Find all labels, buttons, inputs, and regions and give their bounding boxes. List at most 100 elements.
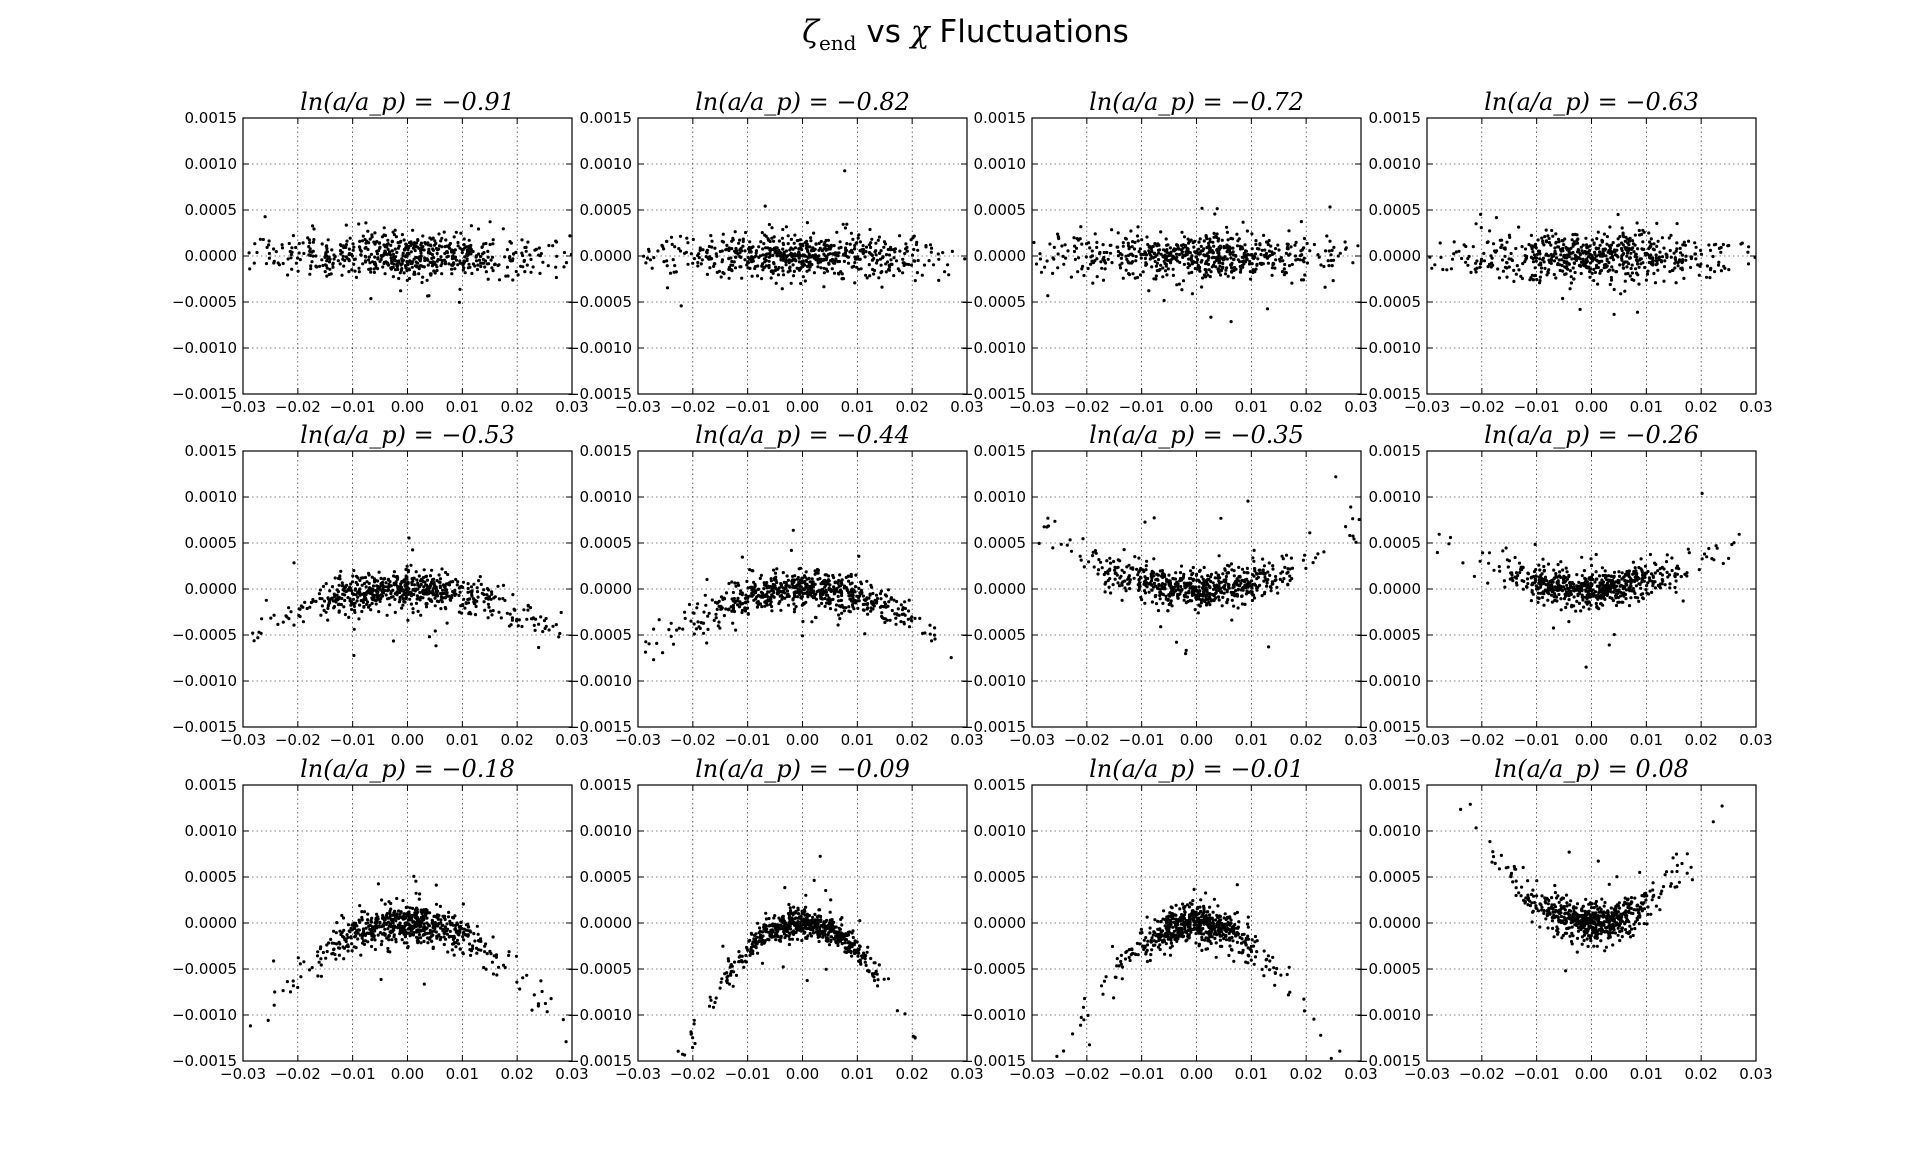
data-point [772, 239, 776, 243]
data-point [840, 578, 844, 582]
data-point [352, 245, 356, 249]
data-point [440, 596, 444, 600]
data-point [903, 606, 908, 611]
data-point [1642, 230, 1646, 234]
data-point [1189, 238, 1193, 242]
data-point [1137, 570, 1141, 574]
data-point [1159, 230, 1163, 234]
data-point [1180, 288, 1184, 292]
data-point [438, 591, 443, 596]
data-point [1026, 254, 1029, 257]
data-point [691, 611, 695, 615]
data-point [456, 240, 460, 245]
data-point [1633, 233, 1637, 237]
data-point [697, 252, 701, 256]
data-point [795, 266, 799, 270]
data-point [1433, 263, 1437, 267]
title-vs: vs [856, 14, 911, 50]
data-point [486, 616, 490, 620]
data-point [460, 250, 464, 255]
data-point [418, 259, 422, 263]
data-point [813, 582, 817, 586]
data-point [872, 272, 876, 276]
data-point [1604, 262, 1608, 267]
data-point [482, 242, 486, 246]
data-point [775, 253, 779, 258]
data-point [837, 599, 841, 603]
data-point [389, 256, 393, 260]
data-point [1267, 561, 1271, 565]
data-point [1076, 238, 1081, 242]
data-point [1492, 568, 1496, 572]
data-point [327, 600, 331, 605]
data-point [784, 260, 788, 264]
data-point [444, 592, 448, 596]
data-point [519, 264, 523, 268]
data-point [1314, 556, 1318, 560]
data-point [1645, 272, 1649, 276]
data-point [809, 236, 813, 240]
data-point [661, 244, 665, 249]
y-tick-label: −0.0010 [172, 672, 237, 690]
data-point [1288, 252, 1292, 256]
data-point [1270, 266, 1274, 270]
data-point [871, 600, 875, 604]
data-point [856, 236, 860, 240]
data-point [1197, 252, 1202, 256]
data-point [1454, 250, 1458, 254]
data-point [464, 601, 468, 605]
data-point [1230, 618, 1234, 622]
data-point [746, 596, 750, 600]
data-point [392, 570, 396, 574]
data-point [401, 597, 405, 601]
data-point [813, 572, 817, 576]
data-point [1572, 261, 1576, 265]
data-point [1328, 239, 1332, 243]
data-point [1147, 251, 1152, 255]
data-point [461, 602, 465, 607]
data-point [841, 222, 845, 226]
data-point [1038, 252, 1042, 256]
data-point [1205, 603, 1209, 607]
data-point [915, 271, 920, 275]
data-point [428, 591, 432, 595]
data-point [349, 252, 353, 256]
data-point [526, 603, 530, 607]
data-point [1150, 588, 1154, 592]
data-point [941, 251, 945, 255]
data-point [439, 264, 443, 268]
data-point [1195, 594, 1199, 598]
data-point [1147, 289, 1151, 293]
scatter-points [1428, 212, 1756, 316]
data-point [1091, 554, 1095, 558]
data-point [537, 622, 541, 626]
data-point [426, 294, 430, 298]
data-point [901, 261, 905, 265]
data-point [785, 589, 790, 593]
data-point [1163, 582, 1167, 587]
data-point [826, 252, 831, 256]
data-point [415, 264, 419, 269]
data-point [1293, 243, 1297, 247]
data-point [823, 596, 827, 601]
data-point [1620, 258, 1624, 262]
data-point [1264, 240, 1269, 244]
data-point [360, 583, 364, 587]
data-point [1153, 259, 1157, 264]
data-point [1245, 566, 1249, 571]
data-point [458, 287, 462, 291]
data-point [1343, 240, 1347, 244]
data-point [778, 594, 782, 598]
data-point [1563, 237, 1567, 241]
data-point [803, 279, 807, 283]
data-point [513, 608, 517, 612]
data-point [1126, 244, 1131, 248]
data-point [1611, 268, 1615, 272]
data-point [1696, 263, 1700, 267]
data-point [834, 258, 838, 262]
data-point [677, 247, 681, 251]
data-point [417, 246, 421, 250]
data-point [386, 247, 390, 251]
data-point [797, 256, 801, 260]
data-point [843, 169, 847, 173]
